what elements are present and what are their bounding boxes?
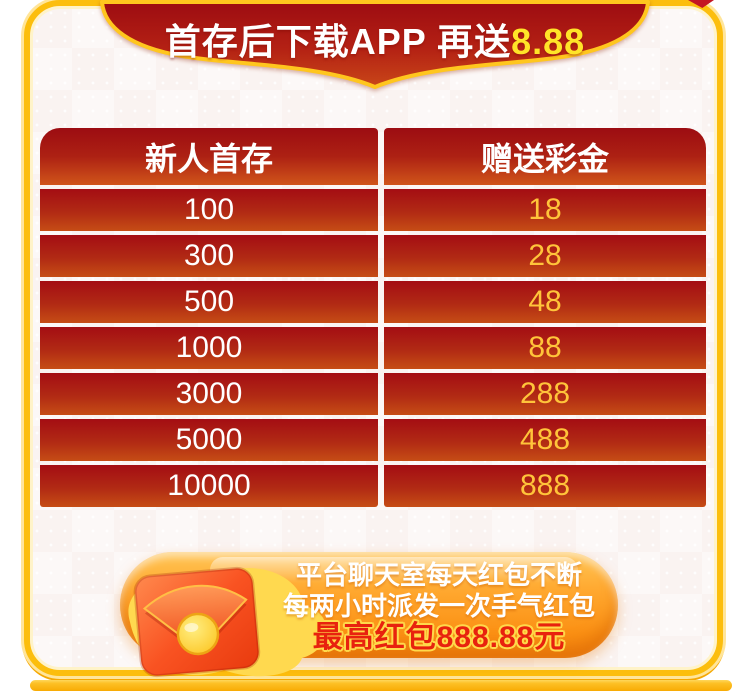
deposit-amount: 100 [40,189,378,231]
deposit-amount: 5000 [40,419,378,461]
column-header-first-deposit: 新人首存 [40,128,378,185]
table-row: 100 18 [40,189,706,231]
banner-title-highlight: 8.88 [511,21,586,62]
promo-line-2: 每两小时派发一次手气红包 [282,591,595,621]
bonus-amount: 288 [384,373,706,415]
promo-line-3: 最高红包888.88元 [312,621,566,654]
bonus-amount: 888 [384,465,706,507]
bonus-amount: 488 [384,419,706,461]
red-envelope-icon [92,548,332,688]
table-row: 5000 488 [40,419,706,461]
promo-line-1: 平台聊天室每天红包不断 [295,560,582,590]
banner-ribbon-shape [100,0,650,89]
bonus-amount: 28 [384,235,706,277]
bonus-amount: 48 [384,281,706,323]
deposit-amount: 500 [40,281,378,323]
deposit-amount: 1000 [40,327,378,369]
table-row: 300 28 [40,235,706,277]
table-row: 10000 888 [40,465,706,507]
header-banner: 首存后下载APP 再送8.88 [100,0,650,95]
deposit-amount: 300 [40,235,378,277]
red-packet-promo-banner[interactable]: 平台聊天室每天红包不断 每两小时派发一次手气红包 最高红包888.88元 [120,552,618,678]
bottom-gold-bar [30,680,732,691]
promo-text: 平台聊天室每天红包不断 每两小时派发一次手气红包 最高红包888.88元 [270,560,608,653]
table-row: 1000 88 [40,327,706,369]
deposit-amount: 3000 [40,373,378,415]
corner-ribbon-decoration [688,0,714,8]
banner-title: 首存后下载APP 再送8.88 [100,13,650,65]
bonus-amount: 88 [384,327,706,369]
deposit-bonus-table: 新人首存 赠送彩金 100 18 300 28 500 48 1000 88 3… [40,128,706,511]
bonus-amount: 18 [384,189,706,231]
banner-title-text: 首存后下载APP 再送 [164,21,512,62]
table-row: 3000 288 [40,373,706,415]
table-row: 500 48 [40,281,706,323]
deposit-amount: 10000 [40,465,378,507]
table-header-row: 新人首存 赠送彩金 [40,128,706,185]
column-header-bonus: 赠送彩金 [384,128,706,185]
